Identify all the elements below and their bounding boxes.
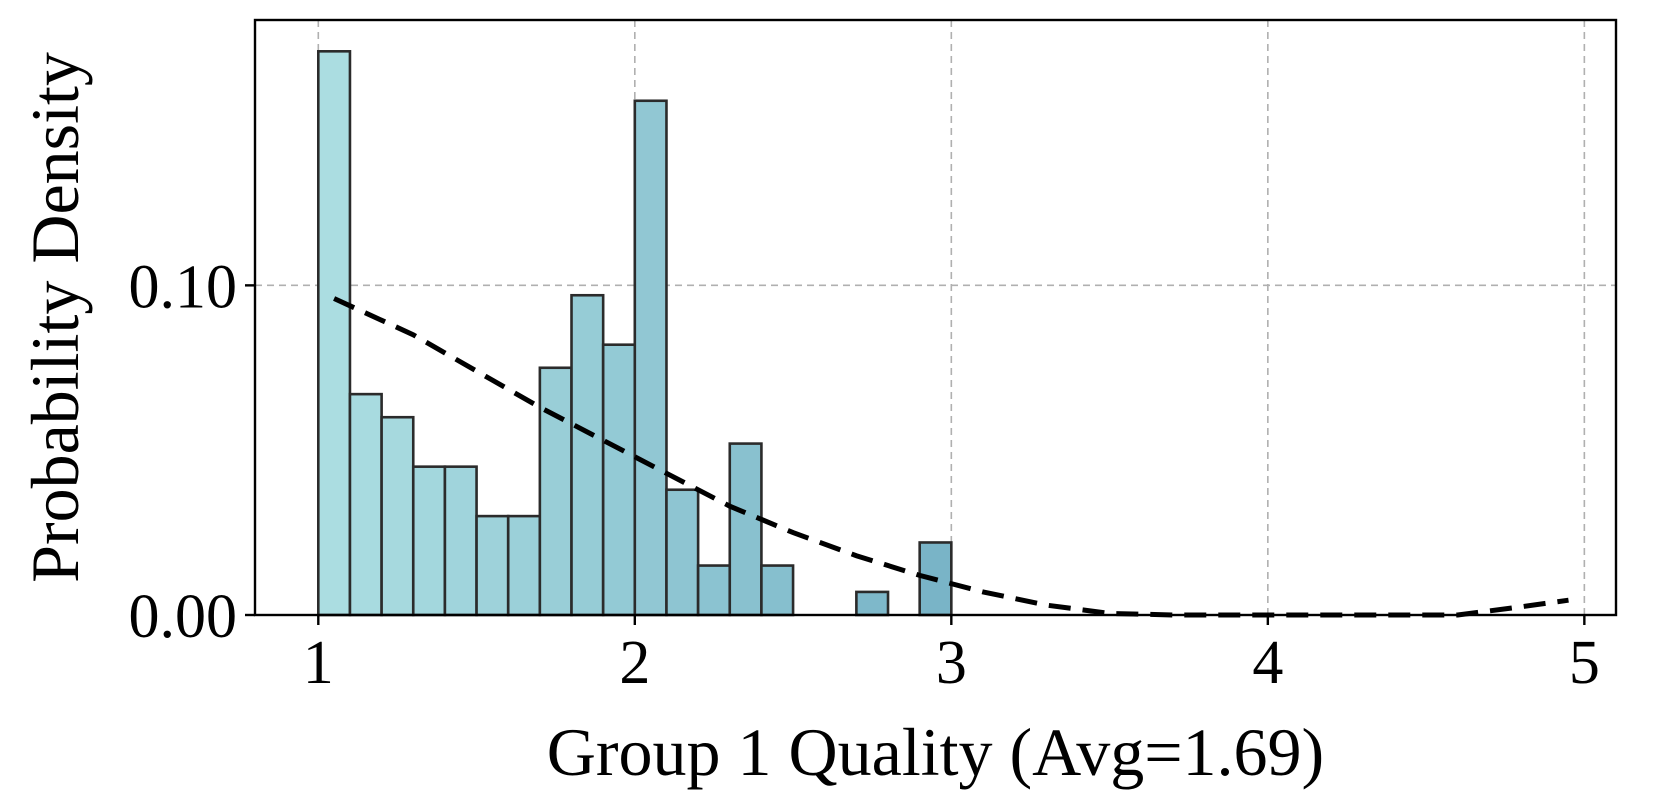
y-tick-label-0: 0.00: [129, 583, 238, 651]
histogram-bar-6: [506, 514, 542, 617]
histogram-bar-3: [411, 465, 447, 617]
histogram-bar-5: [475, 514, 510, 617]
histogram-bar-10: [633, 99, 668, 617]
histogram-bar-9: [601, 343, 637, 617]
x-tick-label-4: 5: [1569, 629, 1600, 697]
y-tick-label-1: 0.10: [129, 253, 238, 321]
histogram-bar-7: [538, 366, 573, 617]
x-tick-label-3: 4: [1252, 629, 1283, 697]
histogram-bar-14: [760, 564, 795, 617]
histogram-bar-8: [570, 293, 605, 617]
x-tick-label-2: 3: [936, 629, 967, 697]
histogram-bar-13: [728, 442, 763, 617]
y-axis-ticks: 0.00 0.10: [129, 253, 255, 651]
histogram-bar-0: [317, 50, 352, 617]
histogram-bar-2: [380, 415, 415, 617]
histogram-bar-1: [348, 392, 383, 617]
plot-frame: [253, 18, 1618, 617]
histogram-bar-15: [855, 590, 890, 617]
x-axis-ticks: 1 2 3 4 5: [303, 615, 1600, 697]
x-tick-label-1: 2: [619, 629, 650, 697]
x-axis-label: Group 1 Quality (Avg=1.69): [547, 714, 1324, 790]
y-axis-label: Probability Density: [17, 52, 93, 583]
histogram-bar-11: [665, 488, 700, 617]
histogram-bar-12: [696, 564, 732, 617]
x-tick-label-0: 1: [303, 629, 334, 697]
histogram-bar-4: [443, 465, 478, 617]
